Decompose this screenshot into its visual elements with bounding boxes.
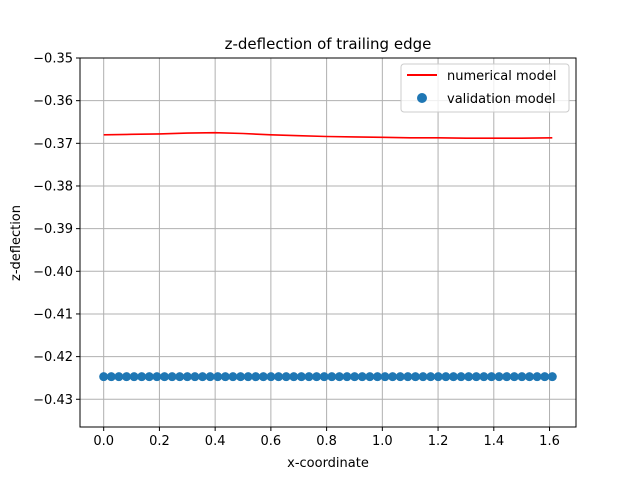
validation-model-point xyxy=(129,372,139,382)
y-tick-label: −0.39 xyxy=(33,222,73,237)
validation-model-point xyxy=(137,372,147,382)
validation-model-point xyxy=(99,372,109,382)
validation-model-point xyxy=(441,372,451,382)
validation-model-point xyxy=(357,372,367,382)
validation-model-point xyxy=(243,372,253,382)
numerical-model-line xyxy=(103,131,553,139)
y-axis-label: z-deflection xyxy=(9,205,24,281)
validation-model-point xyxy=(289,372,299,382)
validation-model-point xyxy=(266,372,276,382)
x-tick-label: 0.6 xyxy=(261,434,282,449)
validation-model-point xyxy=(494,372,504,382)
y-tick-label: −0.42 xyxy=(33,350,73,365)
validation-model-point xyxy=(418,372,428,382)
validation-model-point xyxy=(106,372,116,382)
validation-model-point xyxy=(304,372,314,382)
validation-model-point xyxy=(547,372,557,382)
x-tick-label: 1.2 xyxy=(428,434,449,449)
x-tick-label: 1.4 xyxy=(483,434,504,449)
validation-model-point xyxy=(167,372,177,382)
y-tick-label: −0.35 xyxy=(33,52,73,67)
validation-model-point xyxy=(114,372,124,382)
validation-model-point xyxy=(464,372,474,382)
x-tick-label: 1.6 xyxy=(539,434,560,449)
y-axis-ticks: −0.35 −0.36 −0.37 −0.38 −0.39 −0.40 −0.41 −0.42… xyxy=(33,52,80,408)
validation-model-point xyxy=(122,372,131,382)
validation-model-point xyxy=(190,372,200,382)
validation-model-point xyxy=(395,372,405,382)
validation-model-point xyxy=(342,372,352,382)
validation-model-point xyxy=(540,372,550,382)
validation-model-point xyxy=(220,372,230,382)
y-tick-label: −0.40 xyxy=(33,265,73,280)
x-axis-ticks: 0.0 0.2 0.4 0.6 0.8 1.0 1.2 1.4 1.6 xyxy=(93,427,560,449)
validation-model-point xyxy=(319,372,329,382)
validation-model-point xyxy=(502,372,512,382)
validation-model-point xyxy=(426,372,436,382)
validation-model-point xyxy=(258,372,268,382)
validation-model-point xyxy=(152,372,162,382)
validation-model-point xyxy=(296,372,306,382)
validation-model-point xyxy=(471,372,481,382)
legend-validation-model-label: validation model xyxy=(447,92,556,107)
chart-title: z-deflection of trailing edge xyxy=(225,35,432,53)
validation-model-point xyxy=(213,372,223,382)
validation-model-point xyxy=(403,372,413,382)
y-tick-label: −0.41 xyxy=(33,307,73,322)
y-tick-label: −0.38 xyxy=(33,179,73,194)
validation-model-point xyxy=(532,372,542,382)
validation-model-point xyxy=(281,372,291,382)
validation-model-point xyxy=(433,372,443,382)
validation-model-point xyxy=(479,372,489,382)
validation-model-point xyxy=(251,372,261,382)
x-tick-label: 1.0 xyxy=(372,434,393,449)
validation-model-point xyxy=(198,372,208,382)
validation-model-point xyxy=(410,372,420,382)
axes-frame xyxy=(79,57,577,428)
y-tick-label: −0.37 xyxy=(33,137,73,152)
validation-model-point xyxy=(236,372,246,382)
validation-model-point xyxy=(228,372,238,382)
y-tick-label: −0.43 xyxy=(33,393,73,408)
validation-model-point xyxy=(205,372,215,382)
validation-model-point xyxy=(380,372,390,382)
validation-model-point xyxy=(509,372,519,382)
validation-model-point xyxy=(365,372,375,382)
validation-model-point xyxy=(182,372,192,382)
validation-model-point xyxy=(388,372,398,382)
validation-model-point xyxy=(327,372,337,382)
x-tick-label: 0.4 xyxy=(205,434,226,449)
x-axis-label: x-coordinate xyxy=(287,456,369,471)
validation-model-point xyxy=(448,372,458,382)
validation-model-point xyxy=(144,372,154,382)
validation-model-point xyxy=(486,372,496,382)
validation-model-point xyxy=(372,372,382,382)
validation-model-point xyxy=(274,372,284,382)
y-tick-label: −0.36 xyxy=(33,94,73,109)
validation-model-point xyxy=(350,372,360,382)
validation-model-point xyxy=(312,372,322,382)
x-tick-label: 0.0 xyxy=(93,434,114,449)
x-tick-label: 0.8 xyxy=(316,434,337,449)
legend-validation-model-marker xyxy=(417,93,427,103)
validation-model-point xyxy=(525,372,534,382)
legend-box xyxy=(400,63,570,113)
validation-model-point xyxy=(456,372,466,382)
validation-model-point xyxy=(334,372,344,382)
x-tick-label: 0.2 xyxy=(149,434,170,449)
series-layer xyxy=(99,131,557,382)
validation-model-point xyxy=(517,372,527,382)
validation-model-point xyxy=(175,372,185,382)
legend: numerical model validation model xyxy=(400,63,570,113)
validation-model-point xyxy=(160,372,170,382)
legend-numerical-model-label: numerical model xyxy=(447,69,556,84)
